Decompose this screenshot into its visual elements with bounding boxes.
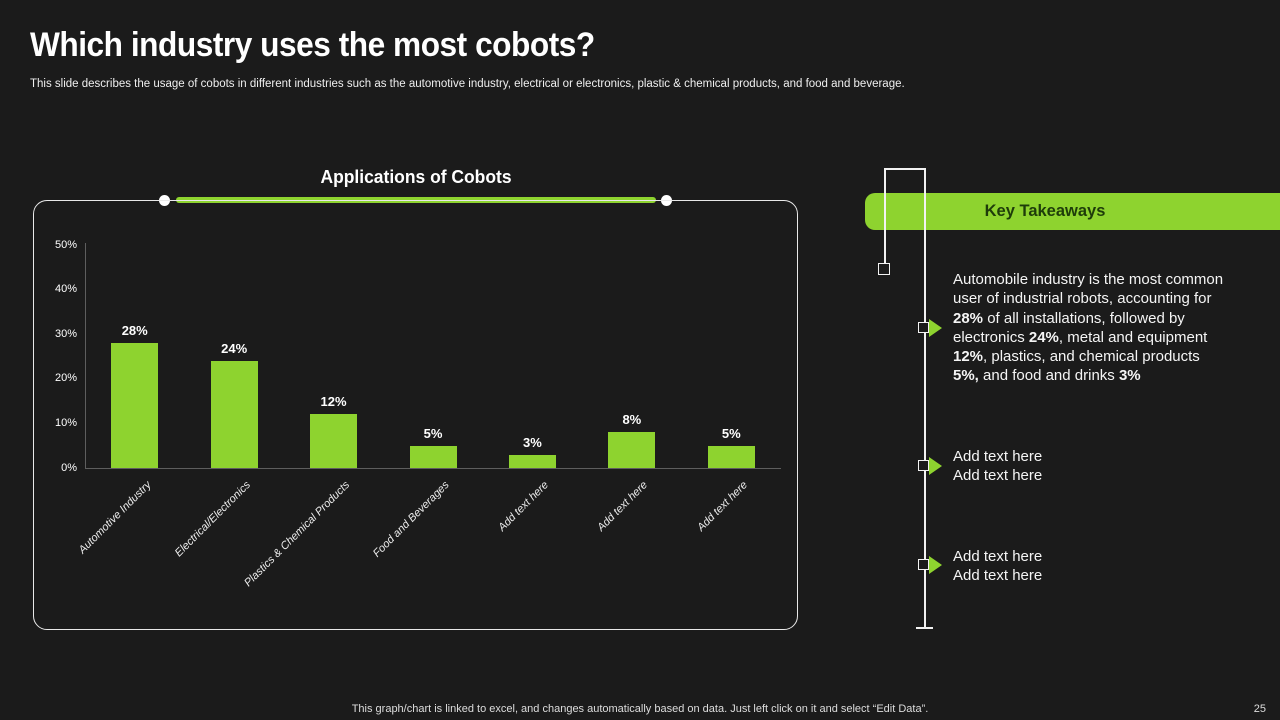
takeaways-bracket-left-line <box>884 168 886 264</box>
bar-data-label: 28% <box>121 323 148 339</box>
marker-square-icon <box>918 460 929 471</box>
takeaways-timeline-line <box>924 168 926 628</box>
x-axis-category-label: Add text here <box>695 479 750 534</box>
y-axis-tick-label: 20% <box>54 372 77 385</box>
marker-square-icon <box>918 322 929 333</box>
bar-data-label: 8% <box>622 412 642 428</box>
takeaway-text-1: Automobile industry is the most common u… <box>953 271 1224 385</box>
bar-6[interactable] <box>608 432 656 468</box>
takeaways-bracket-end-square <box>878 263 890 275</box>
takeaways-timeline-end-cap <box>916 627 933 629</box>
chart-card[interactable] <box>33 200 798 630</box>
y-axis-tick-label: 40% <box>54 283 77 296</box>
bar-3[interactable] <box>310 414 358 468</box>
y-axis-tick-label: 50% <box>54 238 77 251</box>
marker-arrow-icon <box>929 319 942 337</box>
marker-arrow-icon <box>929 457 942 475</box>
takeaway-marker-2 <box>918 457 944 475</box>
takeaways-bracket-top-line <box>884 168 926 170</box>
y-axis-tick-label: 30% <box>54 327 77 340</box>
placeholder-line[interactable]: Add text here <box>953 567 1043 585</box>
y-axis-tick-label: 0% <box>61 461 77 474</box>
placeholder-line[interactable]: Add text here <box>953 448 1043 465</box>
takeaway-marker-1 <box>918 319 944 337</box>
bar-5[interactable] <box>508 454 556 468</box>
marker-arrow-icon <box>929 556 942 574</box>
bar-data-label: 5% <box>721 425 741 441</box>
chart-y-axis-line <box>85 243 86 468</box>
y-axis-tick-label: 10% <box>54 416 77 429</box>
key-takeaways-banner: Key Takeaways <box>865 193 1280 230</box>
placeholder-line[interactable]: Add text here <box>953 548 1043 565</box>
slide-subtitle: This slide describes the usage of cobots… <box>30 78 905 90</box>
takeaway-marker-3 <box>918 556 944 574</box>
key-takeaways-header: Key Takeaways <box>984 202 1106 220</box>
footer-note: This graph/chart is linked to excel, and… <box>351 703 929 715</box>
bar-data-label: 5% <box>423 425 443 441</box>
bar-data-label: 3% <box>523 434 542 450</box>
slide-title: Which industry uses the most cobots? <box>30 26 595 64</box>
chart-title: Applications of Cobots <box>320 167 512 187</box>
placeholder-line[interactable]: Add text here <box>953 467 1043 485</box>
chart-x-axis-line <box>85 468 781 469</box>
bar-data-label: 12% <box>320 394 347 410</box>
takeaway-text-3-placeholder[interactable]: Add text here Add text here <box>953 547 1253 586</box>
takeaway-text-2-placeholder[interactable]: Add text here Add text here <box>953 447 1253 486</box>
bar-1[interactable] <box>111 343 159 468</box>
bar-data-label: 24% <box>221 340 248 356</box>
marker-square-icon <box>918 559 929 570</box>
bar-2[interactable] <box>210 360 258 468</box>
bar-4[interactable] <box>409 445 457 468</box>
bar-7[interactable] <box>707 445 755 468</box>
page-number: 25 <box>1253 703 1266 715</box>
